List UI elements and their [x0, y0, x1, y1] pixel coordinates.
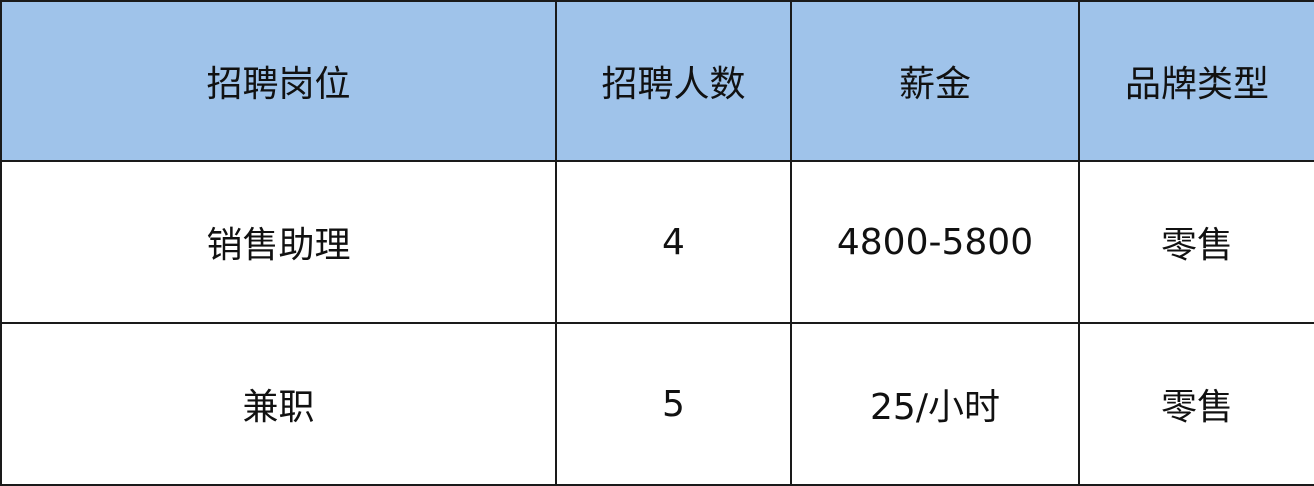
header-position: 招聘岗位: [0, 0, 557, 162]
cell-headcount: 4: [555, 160, 792, 324]
cell-brand-type: 零售: [1078, 160, 1314, 324]
cell-salary: 25/小时: [790, 322, 1080, 486]
cell-brand-type: 零售: [1078, 322, 1314, 486]
cell-position: 销售助理: [0, 160, 557, 324]
table-row: 兼职 5 25/小时 零售: [0, 322, 1314, 486]
cell-position: 兼职: [0, 322, 557, 486]
cell-headcount: 5: [555, 322, 792, 486]
header-row: 招聘岗位 招聘人数 薪金 品牌类型: [0, 0, 1314, 162]
cell-salary: 4800-5800: [790, 160, 1080, 324]
header-brand-type: 品牌类型: [1078, 0, 1314, 162]
header-salary: 薪金: [790, 0, 1080, 162]
table-row: 销售助理 4 4800-5800 零售: [0, 160, 1314, 324]
header-headcount: 招聘人数: [555, 0, 792, 162]
